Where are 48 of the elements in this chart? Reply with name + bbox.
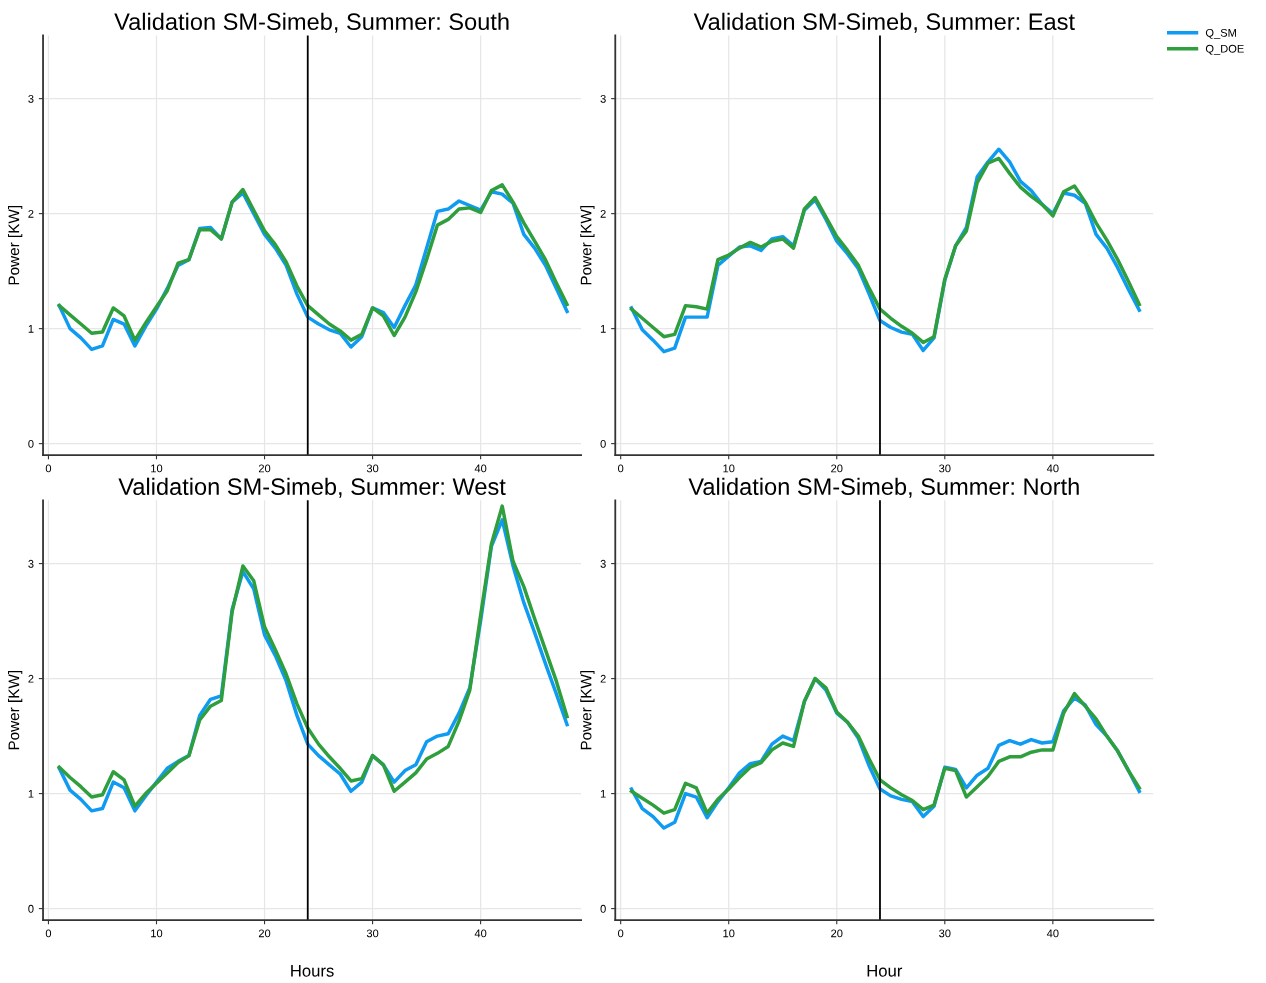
x-axis-title: Hour bbox=[867, 965, 903, 977]
y-axis-title: Power [KW] bbox=[580, 670, 595, 750]
y-tick-label: 1 bbox=[600, 325, 606, 333]
x-tick-label: 10 bbox=[723, 929, 735, 938]
legend-label: Q_DOE bbox=[1205, 44, 1244, 55]
x-tick-label: 30 bbox=[939, 929, 951, 938]
x-tick-label: 20 bbox=[831, 464, 843, 473]
x-tick-label: 0 bbox=[618, 929, 624, 938]
y-tick-label: 0 bbox=[600, 904, 606, 913]
chart-title: Validation SM-Simeb, Summer: South bbox=[114, 12, 509, 33]
x-tick-label: 40 bbox=[474, 929, 487, 938]
y-tick-label: 1 bbox=[28, 325, 34, 333]
y-tick-label: 1 bbox=[28, 789, 34, 798]
y-tick-label: 3 bbox=[600, 559, 606, 568]
chart-title: Validation SM-Simeb, Summer: North bbox=[688, 477, 1079, 498]
x-tick-label: 10 bbox=[151, 464, 163, 473]
y-axis-title: Power [KW] bbox=[8, 206, 23, 285]
x-tick-label: 30 bbox=[939, 464, 951, 473]
x-tick-label: 30 bbox=[366, 929, 379, 938]
x-tick-label: 40 bbox=[1046, 464, 1059, 473]
x-tick-label: 0 bbox=[45, 464, 52, 473]
y-tick-label: 3 bbox=[28, 559, 34, 568]
y-tick-label: 3 bbox=[600, 94, 606, 103]
legend-label: Q_SM bbox=[1205, 28, 1236, 39]
y-tick-label: 2 bbox=[28, 209, 34, 218]
y-tick-label: 0 bbox=[28, 904, 34, 913]
x-tick-label: 10 bbox=[723, 464, 735, 473]
chart-title: Validation SM-Simeb, Summer: East bbox=[693, 12, 1075, 33]
x-tick-label: 40 bbox=[1046, 929, 1059, 938]
x-tick-label: 0 bbox=[45, 929, 52, 938]
y-axis-title: Power [KW] bbox=[8, 670, 23, 750]
y-tick-label: 2 bbox=[600, 674, 606, 683]
y-axis-title: Power [KW] bbox=[580, 206, 595, 285]
x-tick-label: 20 bbox=[258, 464, 271, 473]
x-tick-label: 30 bbox=[366, 464, 379, 473]
x-tick-label: 10 bbox=[151, 929, 163, 938]
x-tick-label: 0 bbox=[618, 464, 624, 473]
y-tick-label: 1 bbox=[600, 789, 606, 798]
y-tick-label: 0 bbox=[600, 439, 606, 448]
y-tick-label: 2 bbox=[28, 674, 34, 683]
x-axis-title: Hours bbox=[291, 965, 334, 977]
y-tick-label: 0 bbox=[28, 439, 34, 448]
x-tick-label: 20 bbox=[258, 929, 271, 938]
x-tick-label: 40 bbox=[474, 464, 487, 473]
y-tick-label: 3 bbox=[28, 94, 34, 103]
chart-title: Validation SM-Simeb, Summer: West bbox=[118, 477, 506, 498]
y-tick-label: 2 bbox=[600, 209, 606, 218]
x-tick-label: 20 bbox=[831, 929, 843, 938]
